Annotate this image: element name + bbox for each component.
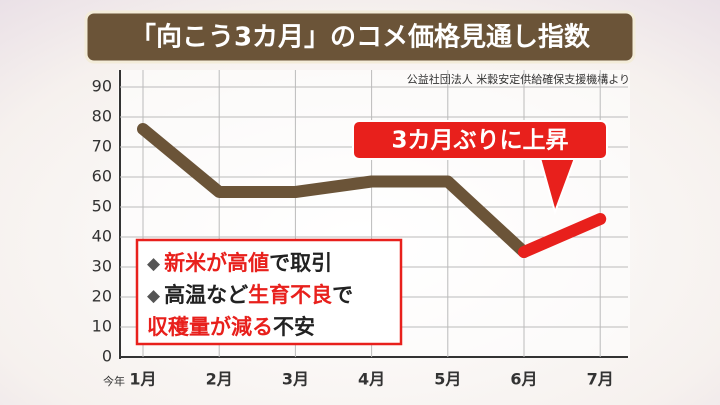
line-series [518,213,607,258]
chart-title: 「向こう3カ月」のコメ価格見通し指数 [130,22,591,53]
y-tick-label: 50 [92,197,112,216]
x-tick-label: 3月 [282,370,309,389]
annotation-line: ◆ 高温など生育不良で [147,283,353,307]
annotation-box [135,238,403,346]
x-tick-label: 1月 [129,370,156,389]
title-bar [84,10,636,64]
annotation-segment: 生育不良 [248,283,332,307]
callout-box [352,120,608,160]
bullet: ◆ [147,254,161,274]
x-tick-label: 6月 [510,370,537,389]
y-tick-label: 20 [92,287,112,306]
annotation-segment: で [332,283,353,307]
y-tick-label: 40 [92,227,112,246]
annotation-segment: 新米が高値 [164,251,269,275]
x-tick-label: 7月 [587,370,614,389]
y-tick-label: 80 [92,107,112,126]
x-tick-label: 5月 [434,370,461,389]
source: 公益社団法人 米穀安定供給確保支援機構より [407,72,630,86]
annotation-segment: 不安 [273,315,315,339]
annotation-line: ◆ 新米が高値で取引 [147,251,332,275]
annotation-segment: 高温など [164,283,248,307]
y-tick-label: 90 [92,77,112,96]
x-tick-label: 2月 [206,370,233,389]
y-tick-label: 70 [92,137,112,156]
annotation-segment: 収穫量が減る [147,315,273,339]
y-tick-label: 0 [102,347,112,366]
callout-text: 3カ月ぶりに上昇 [391,128,568,154]
y-tick-label: 60 [92,167,112,186]
annotation-line: 収穫量が減る不安 [147,315,315,339]
annotation-segment: で取引 [269,251,332,275]
y-tick-label: 10 [92,317,112,336]
line-series [137,123,530,258]
x-note: 今年 [103,374,125,388]
x-tick-label: 4月 [358,370,385,389]
y-tick-label: 30 [92,257,112,276]
bullet: ◆ [147,286,161,306]
